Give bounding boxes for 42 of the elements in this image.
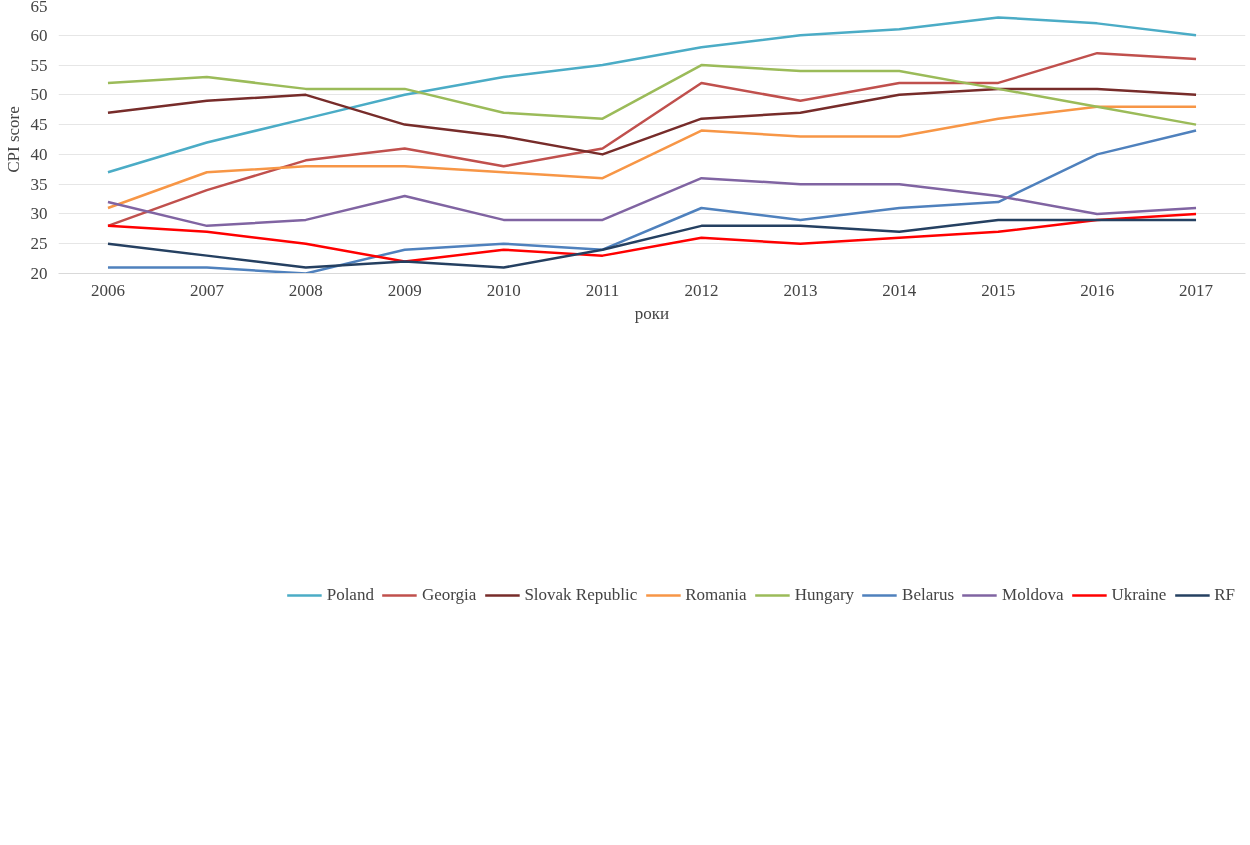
- legend-label: Belarus: [902, 585, 955, 605]
- x-tick-label: 2009: [387, 280, 422, 300]
- legend-label: Slovak Republic: [524, 585, 638, 605]
- x-tick-label: 2017: [1179, 280, 1214, 300]
- y-tick-label: 65: [30, 0, 48, 16]
- x-tick-label: 2014: [882, 280, 917, 300]
- line-series: [106, 63, 1198, 126]
- legend-label: Romania: [685, 585, 747, 605]
- y-tick-label: 60: [30, 25, 48, 45]
- line-series: [106, 51, 1198, 228]
- line-series: [106, 16, 1198, 174]
- x-tick-label: 2008: [288, 280, 323, 300]
- legend-label: Ukraine: [1111, 585, 1167, 605]
- x-tick-label: 2010: [486, 280, 521, 300]
- legend-label: Georgia: [421, 585, 477, 605]
- line-series: [106, 176, 1198, 228]
- x-tick-label: 2011: [585, 280, 620, 300]
- y-tick-label: 50: [30, 85, 48, 105]
- y-tick-label: 45: [30, 115, 48, 135]
- x-tick-label: 2012: [684, 280, 719, 300]
- line-series: [106, 212, 1198, 263]
- legend-label: Hungary: [794, 585, 855, 605]
- y-tick-label: 55: [30, 55, 48, 75]
- line-series: [106, 129, 1198, 274]
- x-tick-label: 2015: [981, 280, 1016, 300]
- x-axis-title: роки: [634, 303, 670, 323]
- line-series: [106, 105, 1198, 210]
- y-tick-label: 30: [30, 204, 48, 224]
- legend-label: RF: [1214, 585, 1235, 605]
- y-tick-label: 20: [30, 264, 48, 283]
- y-axis-title: CPI score: [3, 106, 23, 173]
- y-tick-label: 40: [30, 144, 48, 164]
- legend-label: Moldova: [1002, 585, 1064, 605]
- x-tick-label: 2013: [783, 280, 818, 300]
- x-tick-label: 2016: [1080, 280, 1115, 300]
- line-series: [106, 218, 1198, 269]
- y-tick-label: 25: [30, 234, 48, 254]
- x-tick-label: 2006: [90, 280, 125, 300]
- y-tick-label: 35: [30, 174, 48, 194]
- x-tick-label: 2007: [189, 280, 225, 300]
- line-series: [106, 87, 1198, 156]
- legend-label: Poland: [326, 585, 374, 605]
